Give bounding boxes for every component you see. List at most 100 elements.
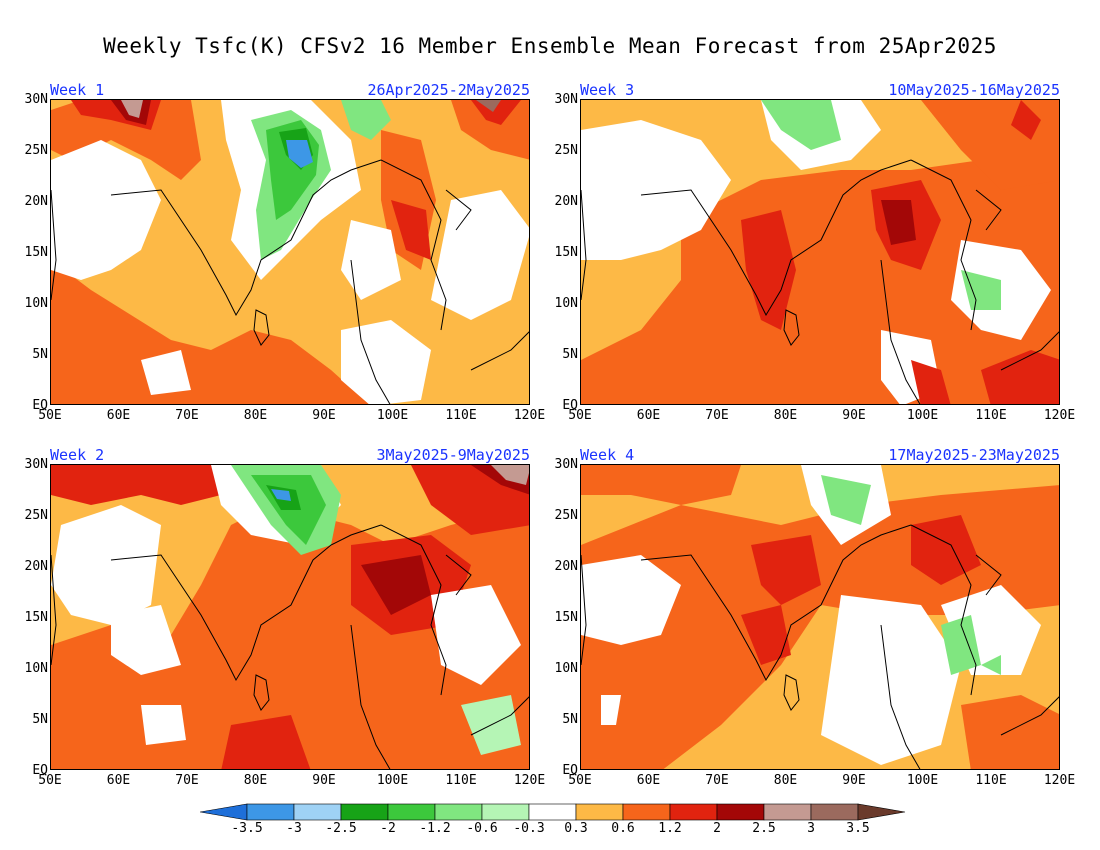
longitude-tick-label: 70E [705, 408, 729, 423]
longitude-tick-label: 70E [175, 408, 199, 423]
colorbar-swatch [200, 803, 248, 821]
latitude-tick-label: EQ [562, 763, 578, 778]
longitude-tick-label: 110E [975, 408, 1007, 423]
longitude-tick-label: 90E [312, 408, 336, 423]
longitude-tick-label: 100E [376, 408, 409, 423]
map-panel-week-2 [50, 464, 530, 770]
colorbar-swatch [575, 803, 624, 821]
latitude-tick-label: EQ [32, 398, 48, 413]
longitude-tick-label: 80E [773, 773, 798, 788]
latitude-tick-label: 25N [24, 143, 48, 158]
temperature-anomaly-map [581, 100, 1059, 404]
longitude-tick-label: 50E [38, 408, 62, 423]
longitude-tick-label: 60E [636, 773, 661, 788]
colorbar-swatch [293, 803, 342, 821]
panel-date-range: 3May2025-9May2025 [376, 446, 530, 464]
map-panel-week-1 [50, 99, 530, 405]
longitude-tick-label: 60E [636, 408, 661, 423]
latitude-tick-label: 15N [554, 245, 578, 260]
longitude-tick-label: 120E [513, 773, 546, 788]
colorbar [200, 803, 906, 821]
colorbar-tick-label: -3 [286, 821, 302, 836]
temperature-anomaly-map [581, 465, 1059, 769]
latitude-tick-label: 20N [554, 559, 578, 574]
longitude-tick-label: 60E [106, 773, 131, 788]
longitude-tick-label: 80E [243, 773, 268, 788]
latitude-tick-label: 20N [24, 194, 48, 209]
latitude-tick-label: 15N [554, 610, 578, 625]
longitude-tick-label: 50E [38, 773, 62, 788]
colorbar-swatch [246, 803, 295, 821]
figure-title: Weekly Tsfc(K) CFSv2 16 Member Ensemble … [103, 34, 997, 58]
colorbar-swatch [528, 803, 577, 821]
colorbar-tick-label: 0.3 [564, 821, 588, 836]
longitude-tick-label: 90E [842, 408, 866, 423]
temperature-anomaly-map [51, 465, 529, 769]
colorbar-swatch [387, 803, 436, 821]
panel-week-label: Week 1 [50, 81, 105, 99]
longitude-tick-label: 120E [1043, 773, 1076, 788]
colorbar-swatch [810, 803, 859, 821]
colorbar-tick-label: 1.2 [658, 821, 682, 836]
longitude-tick-label: 100E [906, 408, 939, 423]
latitude-tick-label: 5N [562, 347, 578, 362]
colorbar-tick-label: 0.6 [611, 821, 635, 836]
map-panel-week-3 [580, 99, 1060, 405]
latitude-tick-label: 5N [32, 347, 48, 362]
latitude-tick-label: 5N [562, 712, 578, 727]
longitude-tick-label: 50E [568, 408, 592, 423]
latitude-tick-label: 10N [24, 296, 48, 311]
latitude-tick-label: 30N [24, 457, 48, 472]
colorbar-swatch [669, 803, 718, 821]
latitude-tick-label: 5N [32, 712, 48, 727]
colorbar-swatch [716, 803, 765, 821]
latitude-tick-label: EQ [562, 398, 578, 413]
panel-week-label: Week 3 [580, 81, 635, 99]
colorbar-swatch [622, 803, 671, 821]
colorbar-tick-label: 2.5 [752, 821, 776, 836]
latitude-tick-label: EQ [32, 763, 48, 778]
longitude-tick-label: 110E [445, 773, 477, 788]
panel-week-label: Week 2 [50, 446, 105, 464]
colorbar-swatch [763, 803, 812, 821]
latitude-tick-label: 10N [24, 661, 48, 676]
temperature-anomaly-map [51, 100, 529, 404]
colorbar-tick-label: -0.6 [466, 821, 498, 836]
longitude-tick-label: 90E [312, 773, 336, 788]
panel-date-range: 26Apr2025-2May2025 [367, 81, 530, 99]
longitude-tick-label: 100E [376, 773, 409, 788]
latitude-tick-label: 15N [24, 610, 48, 625]
latitude-tick-label: 10N [554, 296, 578, 311]
colorbar-swatch [434, 803, 483, 821]
panel-date-range: 10May2025-16May2025 [888, 81, 1060, 99]
longitude-tick-label: 60E [106, 408, 131, 423]
longitude-tick-label: 80E [243, 408, 268, 423]
colorbar-tick-label: 3.5 [846, 821, 870, 836]
longitude-tick-label: 100E [906, 773, 939, 788]
panel-date-range: 17May2025-23May2025 [888, 446, 1060, 464]
colorbar-tick-label: -2.5 [325, 821, 357, 836]
map-panel-week-4 [580, 464, 1060, 770]
colorbar-swatch [481, 803, 530, 821]
latitude-tick-label: 30N [554, 92, 578, 107]
longitude-tick-label: 50E [568, 773, 592, 788]
latitude-tick-label: 20N [24, 559, 48, 574]
latitude-tick-label: 20N [554, 194, 578, 209]
latitude-tick-label: 25N [554, 143, 578, 158]
latitude-tick-label: 10N [554, 661, 578, 676]
longitude-tick-label: 70E [175, 773, 199, 788]
latitude-tick-label: 30N [554, 457, 578, 472]
colorbar-swatch [340, 803, 389, 821]
colorbar-swatch [857, 803, 906, 821]
latitude-tick-label: 25N [24, 508, 48, 523]
longitude-tick-label: 90E [842, 773, 866, 788]
colorbar-tick-label: -0.3 [513, 821, 545, 836]
longitude-tick-label: 70E [705, 773, 729, 788]
latitude-tick-label: 25N [554, 508, 578, 523]
latitude-tick-label: 15N [24, 245, 48, 260]
longitude-tick-label: 110E [975, 773, 1007, 788]
colorbar-tick-label: -3.5 [231, 821, 263, 836]
longitude-tick-label: 120E [513, 408, 546, 423]
longitude-tick-label: 80E [773, 408, 798, 423]
longitude-tick-label: 120E [1043, 408, 1076, 423]
